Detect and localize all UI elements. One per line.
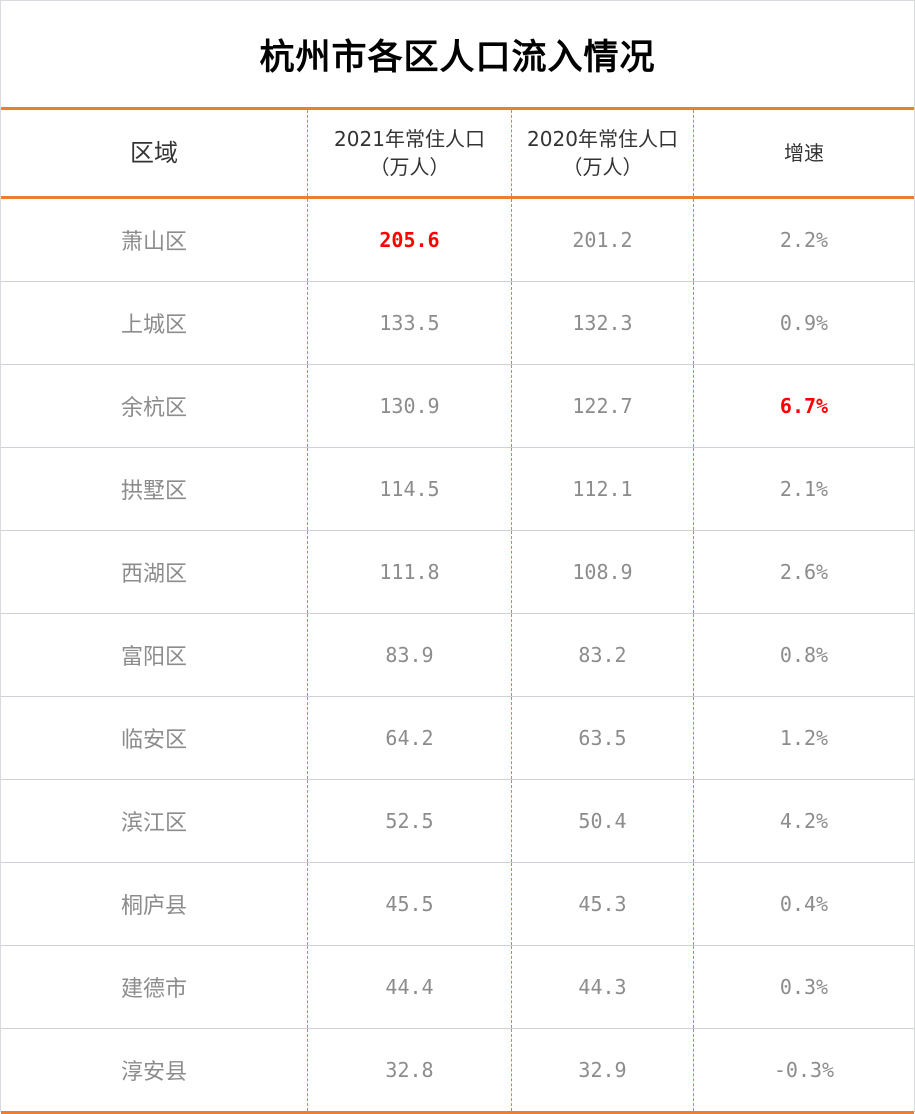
header-region: 区域 (130, 139, 178, 167)
growth-cell: 0.9% (693, 282, 914, 364)
region-cell: 富阳区 (120, 645, 187, 670)
header-pop-2020-line2: （万人） (562, 155, 643, 179)
header-pop-2020-line1: 2020年常住人口 (527, 127, 678, 151)
growth-cell: 2.1% (693, 448, 914, 530)
table-row: 淳安县 32.8 32.9 -0.3% (1, 1029, 914, 1114)
table-row: 滨江区 52.5 50.4 4.2% (1, 780, 914, 863)
region-cell: 余杭区 (120, 396, 187, 421)
header-pop-2020: 2020年常住人口 （万人） (511, 110, 693, 196)
growth-cell: 2.6% (693, 531, 914, 613)
growth-cell: 6.7% (693, 365, 914, 447)
pop-2021-cell: 130.9 (307, 365, 511, 447)
table-header-row: 区域 2021年常住人口 （万人） 2020年常住人口 （万人） 增速 (1, 107, 914, 199)
region-cell: 建德市 (120, 977, 187, 1002)
pop-2020-cell: 44.3 (511, 946, 693, 1028)
table-title: 杭州市各区人口流入情况 (1, 0, 914, 107)
region-cell: 淳安县 (120, 1060, 187, 1085)
pop-2020-cell: 112.1 (511, 448, 693, 530)
pop-2021-cell: 114.5 (307, 448, 511, 530)
region-cell: 上城区 (120, 313, 187, 338)
pop-2021-cell: 45.5 (307, 863, 511, 945)
table-row: 富阳区 83.9 83.2 0.8% (1, 614, 914, 697)
pop-2020-cell: 201.2 (511, 199, 693, 281)
growth-cell: 2.2% (693, 199, 914, 281)
pop-2020-cell: 122.7 (511, 365, 693, 447)
pop-2020-cell: 45.3 (511, 863, 693, 945)
pop-2021-cell: 32.8 (307, 1029, 511, 1111)
pop-2021-cell: 83.9 (307, 614, 511, 696)
table-row: 桐庐县 45.5 45.3 0.4% (1, 863, 914, 946)
pop-2020-cell: 32.9 (511, 1029, 693, 1111)
pop-2020-cell: 63.5 (511, 697, 693, 779)
growth-cell: 1.2% (693, 697, 914, 779)
growth-cell: -0.3% (693, 1029, 914, 1111)
growth-cell: 0.3% (693, 946, 914, 1028)
table-row: 临安区 64.2 63.5 1.2% (1, 697, 914, 780)
growth-cell: 0.8% (693, 614, 914, 696)
table-row: 西湖区 111.8 108.9 2.6% (1, 531, 914, 614)
region-cell: 萧山区 (120, 230, 187, 255)
region-cell: 西湖区 (120, 562, 187, 587)
pop-2020-cell: 83.2 (511, 614, 693, 696)
pop-2021-cell: 64.2 (307, 697, 511, 779)
table-row: 萧山区 205.6 201.2 2.2% (1, 199, 914, 282)
pop-2021-cell: 133.5 (307, 282, 511, 364)
table-row: 建德市 44.4 44.3 0.3% (1, 946, 914, 1029)
region-cell: 临安区 (120, 728, 187, 753)
table-row: 余杭区 130.9 122.7 6.7% (1, 365, 914, 448)
pop-2020-cell: 50.4 (511, 780, 693, 862)
table-row: 上城区 133.5 132.3 0.9% (1, 282, 914, 365)
header-pop-2021-line1: 2021年常住人口 (334, 127, 485, 151)
region-cell: 桐庐县 (120, 894, 187, 919)
growth-cell: 4.2% (693, 780, 914, 862)
header-growth: 增速 (693, 110, 914, 196)
pop-2021-cell: 44.4 (307, 946, 511, 1028)
pop-2021-cell: 205.6 (307, 199, 511, 281)
growth-cell: 0.4% (693, 863, 914, 945)
pop-2020-cell: 108.9 (511, 531, 693, 613)
table-body: 萧山区 205.6 201.2 2.2% 上城区 133.5 132.3 0.9… (1, 199, 914, 1114)
header-pop-2021: 2021年常住人口 （万人） (307, 110, 511, 196)
pop-2021-cell: 111.8 (307, 531, 511, 613)
table-row: 拱墅区 114.5 112.1 2.1% (1, 448, 914, 531)
pop-2020-cell: 132.3 (511, 282, 693, 364)
pop-2021-cell: 52.5 (307, 780, 511, 862)
region-cell: 滨江区 (120, 811, 187, 836)
region-cell: 拱墅区 (120, 479, 187, 504)
header-pop-2021-line2: （万人） (369, 155, 450, 179)
